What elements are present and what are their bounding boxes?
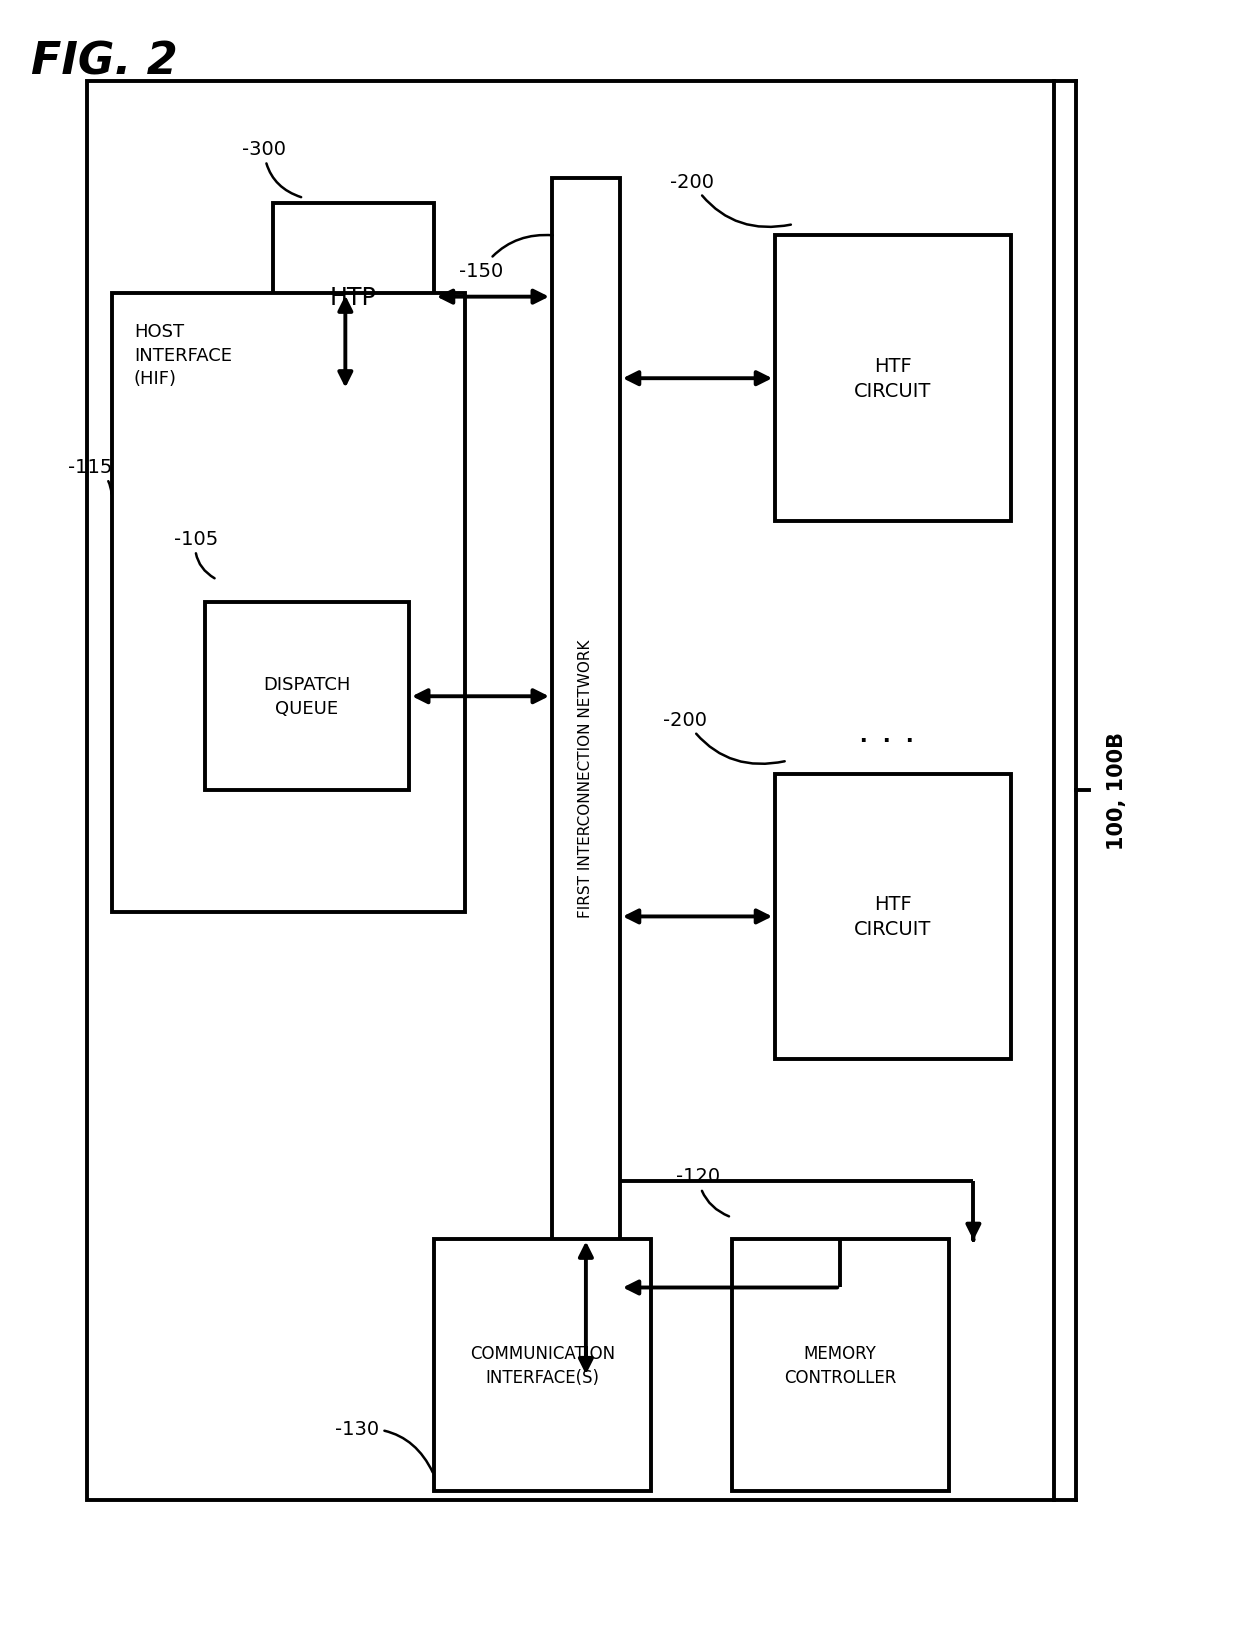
Text: HTF
CIRCUIT: HTF CIRCUIT: [854, 357, 931, 401]
Text: -105: -105: [174, 530, 218, 579]
Text: -200: -200: [670, 173, 791, 228]
Text: · · ·: · · ·: [858, 725, 915, 758]
Bar: [732, 1239, 949, 1491]
Text: -120: -120: [676, 1167, 729, 1216]
Text: -115: -115: [68, 458, 113, 494]
Text: HTP: HTP: [330, 285, 377, 310]
Bar: [112, 293, 465, 913]
Text: -150: -150: [459, 236, 553, 280]
Text: FIG. 2: FIG. 2: [31, 41, 177, 83]
Bar: [273, 204, 434, 391]
Bar: [434, 1239, 651, 1491]
Bar: [775, 774, 1011, 1060]
Text: -130: -130: [335, 1420, 433, 1472]
Text: DISPATCH
QUEUE: DISPATCH QUEUE: [263, 676, 351, 717]
Text: COMMUNICATION
INTERFACE(S): COMMUNICATION INTERFACE(S): [470, 1345, 615, 1386]
Bar: [552, 179, 620, 1377]
Bar: [87, 82, 1054, 1500]
Text: 100, 100B: 100, 100B: [1107, 732, 1127, 849]
Text: MEMORY
CONTROLLER: MEMORY CONTROLLER: [784, 1345, 897, 1386]
Text: -300: -300: [242, 140, 301, 197]
Text: FIRST INTERCONNECTION NETWORK: FIRST INTERCONNECTION NETWORK: [578, 639, 594, 918]
Text: -200: -200: [663, 711, 785, 764]
Bar: [205, 603, 409, 791]
Bar: [775, 236, 1011, 522]
Text: HOST
INTERFACE
(HIF): HOST INTERFACE (HIF): [134, 323, 232, 388]
Text: HTF
CIRCUIT: HTF CIRCUIT: [854, 895, 931, 939]
